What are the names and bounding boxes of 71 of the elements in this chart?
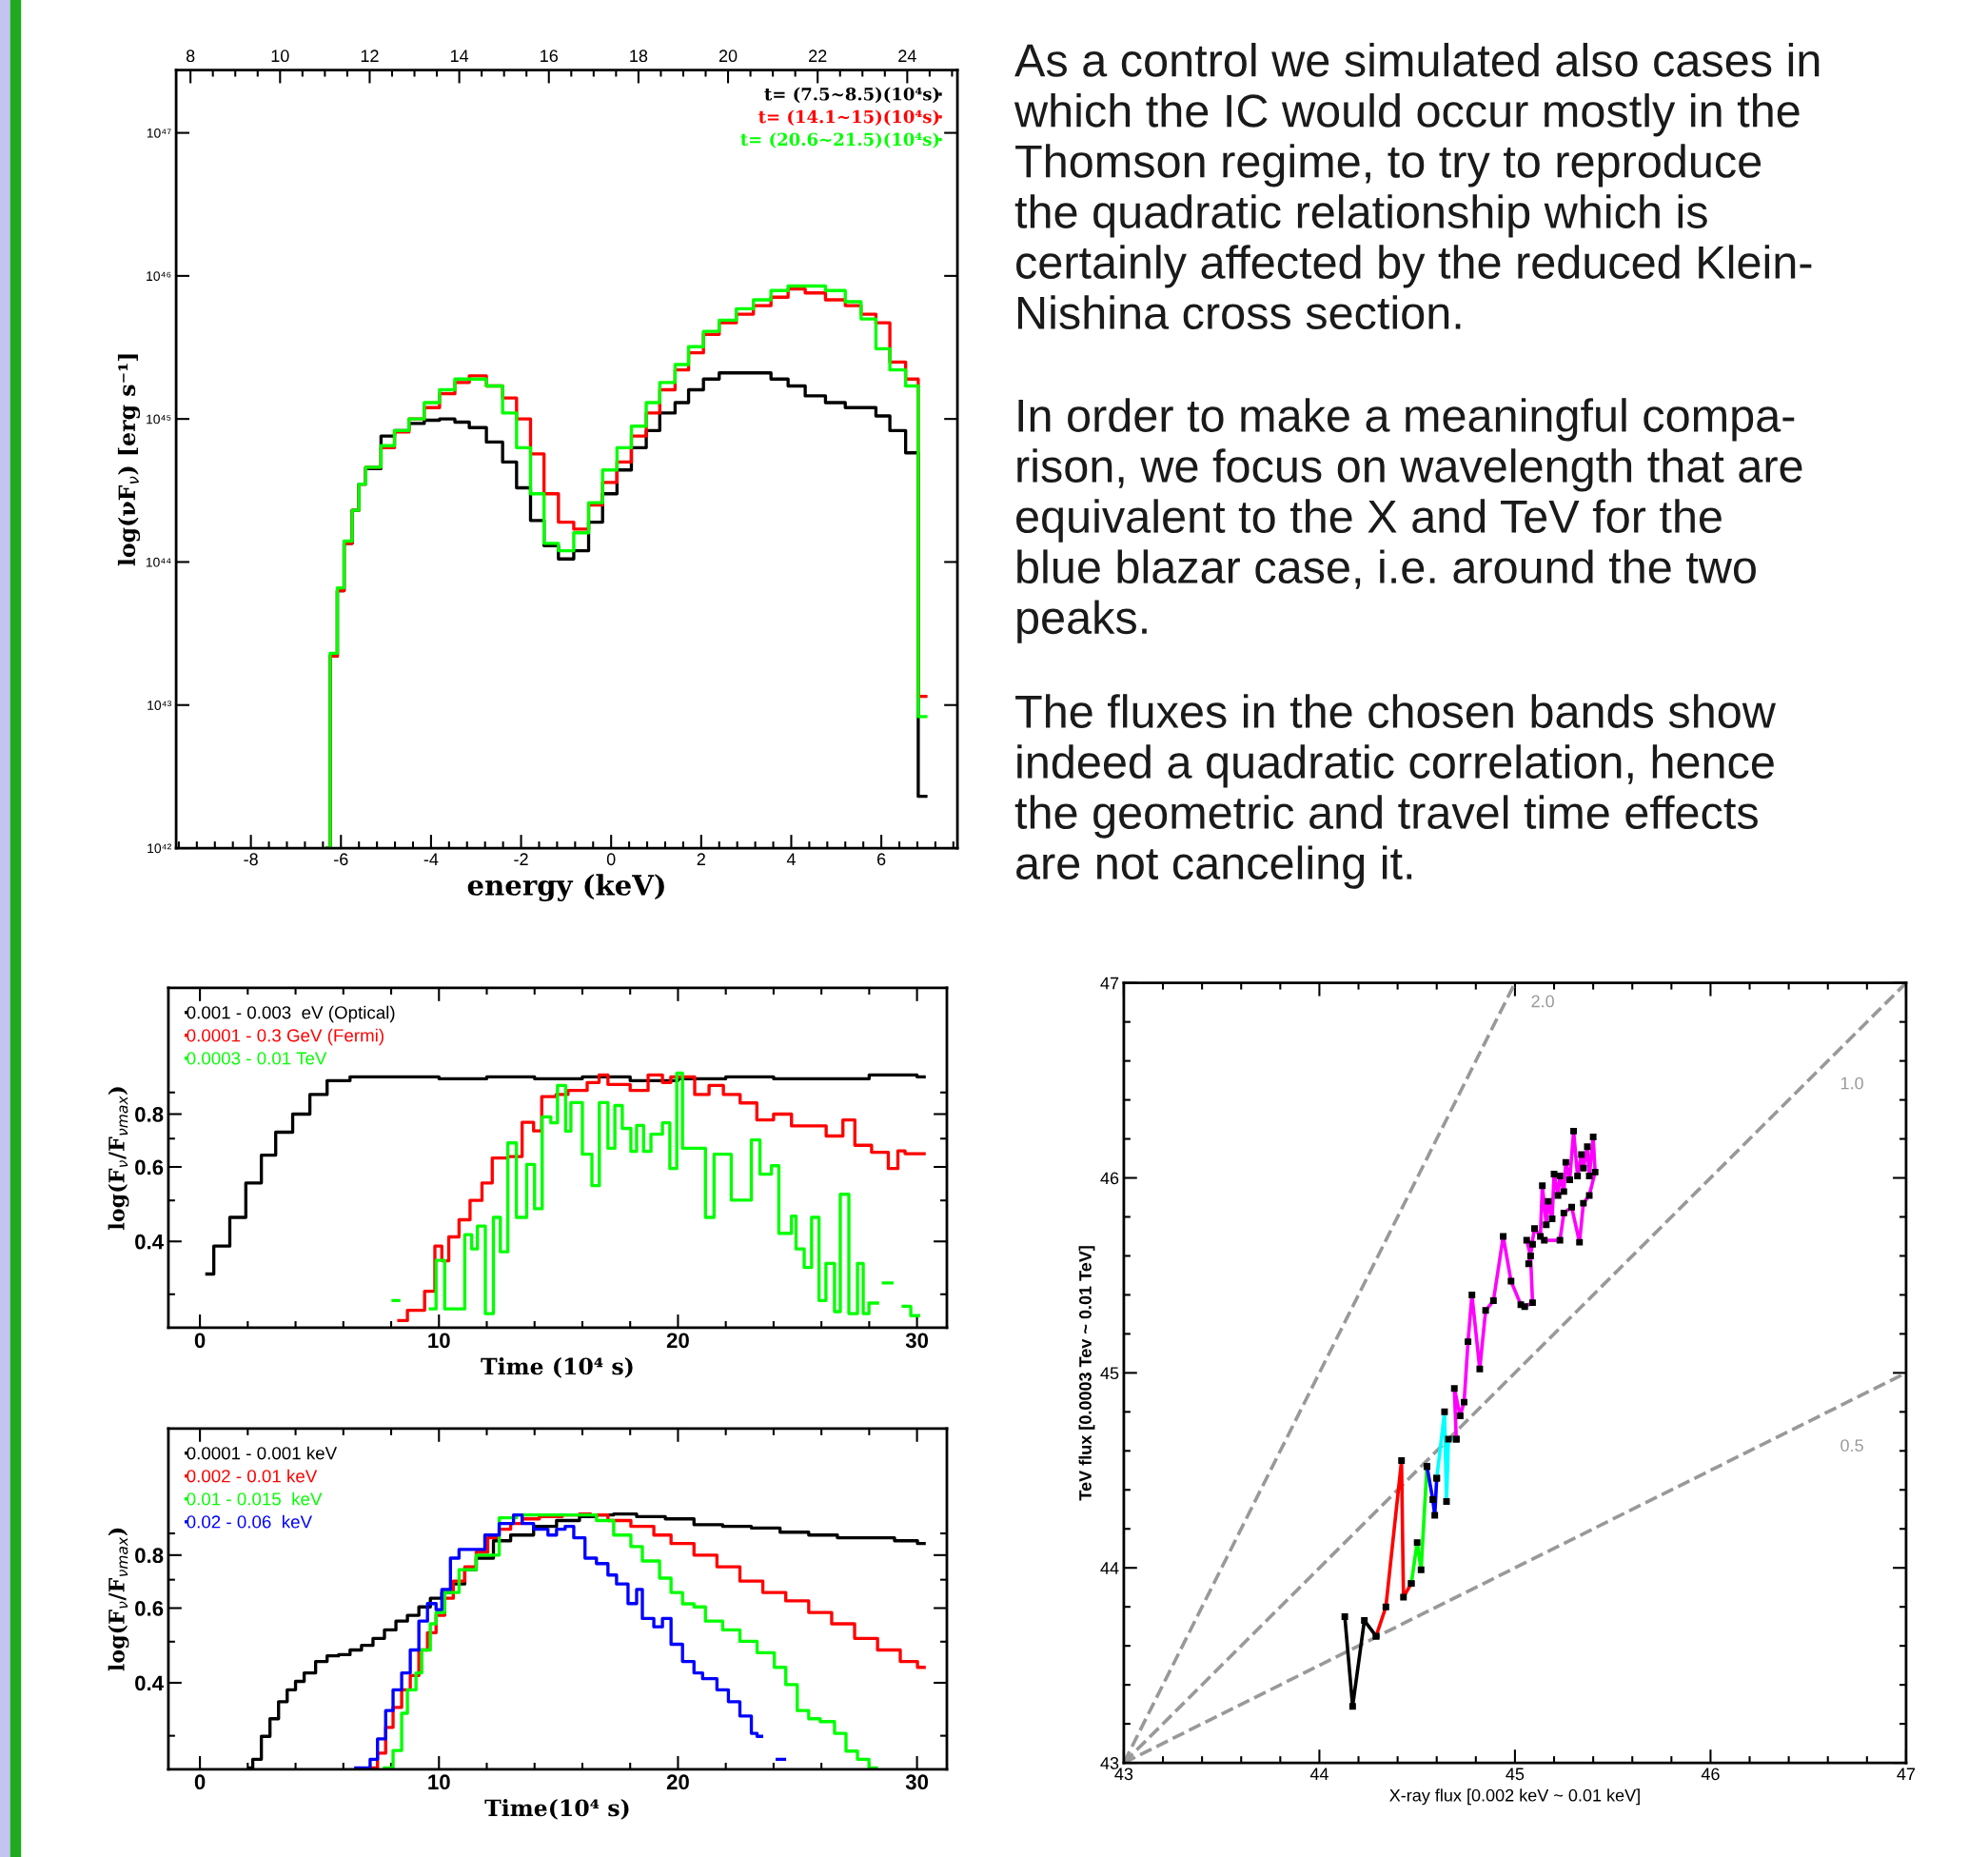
x-axis-title: Time(10⁴ s) <box>484 1799 629 1820</box>
y-tick-label: 0.8 <box>135 1548 164 1564</box>
x-tick-label: 6 <box>876 853 886 866</box>
y-tick-label: 10⁴³ <box>148 701 171 710</box>
y-tick-label: 44 <box>1100 1562 1119 1574</box>
legend-label: t= (14.1~15)(10⁴s) <box>758 109 939 126</box>
x2-tick-label: 8 <box>186 49 195 63</box>
series-label: 2.0 <box>1531 995 1554 1008</box>
x-tick-label: -8 <box>244 853 258 866</box>
x-tick-label: 47 <box>1897 1768 1916 1781</box>
y-tick-label: 0.4 <box>135 1234 164 1250</box>
y-axis-title: log(F$_{ν}$/F$_{νmax}$) <box>108 1087 129 1230</box>
x2-tick-label: 14 <box>450 49 469 62</box>
legend-label: 0.0001 - 0.3 GeV (Fermi) <box>187 1028 384 1046</box>
x-tick-label: 43 <box>1114 1768 1133 1781</box>
y-tick-label: 10⁴⁶ <box>147 271 171 282</box>
y-tick-label: 10⁴⁷ <box>147 128 171 138</box>
x-axis-title: energy (keV) <box>467 874 664 901</box>
y-tick-label: 0.4 <box>135 1675 164 1691</box>
x2-tick-label: 20 <box>718 49 738 63</box>
x-tick-label: 30 <box>905 1774 929 1790</box>
x-axis-title: Time (10⁴ s) <box>481 1357 633 1378</box>
x-tick-label: 10 <box>428 1774 450 1790</box>
legend-label: t= (20.6~21.5)(10⁴s) <box>740 132 939 148</box>
y-axis-title: log(νF$_{ν}$) [erg s⁻¹] <box>117 354 141 566</box>
y-axis-title: log(F$_{ν}$/F$_{νmax}$) <box>108 1528 129 1671</box>
series-label: 1.0 <box>1840 1077 1863 1090</box>
y-tick-label: 47 <box>1100 977 1119 990</box>
legend-label: 0.01 - 0.015 keV <box>187 1492 323 1506</box>
y-tick-label: 10⁴² <box>148 843 171 854</box>
text: The fluxes in the chosen bands show indeed a quadratic correlation, hence the geometric and travel time effects are not canceling it. <box>1014 694 1776 889</box>
text: As a control we simulated also cases in which the IC would occur mostly in the Thomson regime, to try to reproduce the quadratic relationship which is certainly affected by the reduced Klein- Nishina cross section. <box>1014 43 1820 330</box>
y-axis-title: TeV flux [0.0003 Tev ~ 0.01 TeV] <box>1078 1246 1095 1501</box>
x2-tick-label: 22 <box>809 49 827 62</box>
y-tick-label: 45 <box>1100 1367 1119 1380</box>
y-tick-label: 0.8 <box>135 1107 164 1122</box>
x-tick-label: 0 <box>194 1333 206 1349</box>
x-tick-label: 44 <box>1309 1768 1329 1781</box>
x-tick-label: 0 <box>194 1774 206 1790</box>
x-tick-label: 4 <box>786 853 796 865</box>
text: In order to make a meaningful compa- rison, we focus on wavelength that are equivalent to the X and TeV for the blue blazar case, i.e. around the two peaks. <box>1016 398 1802 643</box>
legend-label: 0.02 - 0.06 keV <box>187 1514 312 1529</box>
x-tick-label: 20 <box>666 1333 689 1349</box>
x-axis-title: X-ray flux [0.002 keV ~ 0.01 keV] <box>1389 1788 1640 1806</box>
y-tick-label: 0.6 <box>135 1601 164 1616</box>
x2-tick-label: 10 <box>271 49 289 63</box>
x-tick-label: 45 <box>1506 1768 1525 1781</box>
y-tick-label: 46 <box>1100 1172 1119 1185</box>
legend-label: 0.001 - 0.003 eV (Optical) <box>187 1005 395 1023</box>
x-tick-label: 30 <box>905 1333 929 1349</box>
y-tick-label: 43 <box>1100 1757 1119 1769</box>
x2-tick-label: 12 <box>361 49 379 62</box>
x-tick-label: 2 <box>697 853 705 865</box>
x-tick-label: 20 <box>666 1774 689 1790</box>
legend-label: 0.002 - 0.01 keV <box>187 1469 318 1483</box>
legend-label: t= (7.5~8.5)(10⁴s) <box>764 87 939 104</box>
x2-tick-label: 24 <box>898 49 916 62</box>
x-tick-label: 46 <box>1701 1768 1720 1781</box>
x2-tick-label: 18 <box>630 49 648 63</box>
x-tick-label: 0 <box>606 853 616 866</box>
y-tick-label: 10⁴⁵ <box>147 414 171 425</box>
y-tick-label: 0.6 <box>135 1159 164 1175</box>
y-tick-label: 10⁴⁴ <box>146 557 171 567</box>
x-tick-label: 10 <box>428 1333 450 1349</box>
x-tick-label: -6 <box>334 853 348 866</box>
series-label: 0.5 <box>1840 1439 1863 1452</box>
legend-label: 0.0003 - 0.01 TeV <box>187 1052 327 1065</box>
x2-tick-label: 16 <box>541 49 558 63</box>
x-tick-label: -2 <box>514 853 528 865</box>
x-tick-label: -4 <box>423 853 439 865</box>
legend-label: 0.0001 - 0.001 keV <box>187 1446 338 1460</box>
